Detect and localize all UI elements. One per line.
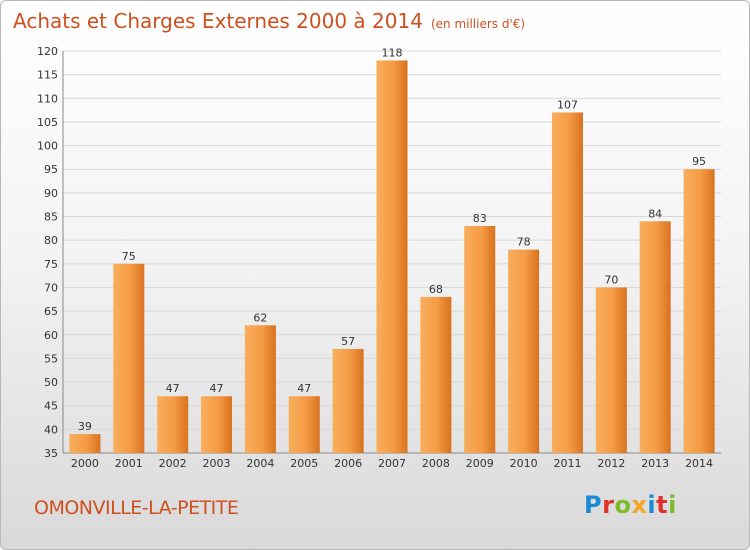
y-tick-label: 115 xyxy=(37,69,58,82)
data-label-2007: 118 xyxy=(382,46,403,59)
bar-2013 xyxy=(639,221,671,453)
data-label-2005: 47 xyxy=(297,382,311,395)
x-tick-label: 2000 xyxy=(71,457,99,470)
y-tick-label: 55 xyxy=(44,352,58,365)
data-label-2008: 68 xyxy=(429,283,443,296)
y-tick-label: 90 xyxy=(44,187,58,200)
logo-letter: i xyxy=(647,491,657,519)
logo-letter: P xyxy=(584,491,603,519)
data-label-2002: 47 xyxy=(166,382,180,395)
x-tick-label: 2009 xyxy=(466,457,494,470)
y-tick-label: 80 xyxy=(44,234,58,247)
chart-title: Achats et Charges Externes 2000 à 2014 (e… xyxy=(13,9,525,33)
logo-letter: o xyxy=(614,491,632,519)
bar-2000 xyxy=(69,434,101,453)
proxiti-logo[interactable]: Proxiti xyxy=(584,491,677,519)
x-tick-label: 2006 xyxy=(334,457,362,470)
data-label-2011: 107 xyxy=(557,98,578,111)
y-tick-label: 35 xyxy=(44,447,58,460)
y-tick-label: 85 xyxy=(44,211,58,224)
bar-2014 xyxy=(683,169,715,453)
bar-2005 xyxy=(288,396,320,453)
data-label-2000: 39 xyxy=(78,420,92,433)
x-tick-label: 2012 xyxy=(597,457,625,470)
y-tick-label: 70 xyxy=(44,281,58,294)
bar-2012 xyxy=(595,287,627,453)
y-tick-label: 120 xyxy=(37,45,58,58)
y-tick-label: 60 xyxy=(44,329,58,342)
y-tick-label: 65 xyxy=(44,305,58,318)
data-label-2010: 78 xyxy=(517,236,531,249)
logo-letter: t xyxy=(656,491,669,519)
y-tick-label: 110 xyxy=(37,92,58,105)
x-tick-label: 2011 xyxy=(553,457,581,470)
bar-2006 xyxy=(332,348,364,453)
bar-2008 xyxy=(420,296,452,453)
x-tick-label: 2008 xyxy=(422,457,450,470)
data-label-2001: 75 xyxy=(122,250,136,263)
y-tick-label: 40 xyxy=(44,423,58,436)
data-label-2006: 57 xyxy=(341,335,355,348)
x-tick-label: 2002 xyxy=(159,457,187,470)
chart-unit: (en milliers d'€) xyxy=(430,17,526,31)
y-tick-label: 100 xyxy=(37,140,58,153)
y-tick-label: 45 xyxy=(44,400,58,413)
logo-letter: x xyxy=(631,491,648,519)
data-label-2004: 62 xyxy=(253,311,267,324)
bar-2003 xyxy=(201,396,233,453)
data-label-2012: 70 xyxy=(604,273,618,286)
data-label-2013: 84 xyxy=(648,207,662,220)
y-tick-label: 75 xyxy=(44,258,58,271)
x-tick-label: 2004 xyxy=(246,457,274,470)
x-tick-label: 2007 xyxy=(378,457,406,470)
x-tick-label: 2013 xyxy=(641,457,669,470)
x-axis: 2000 2001 2002 2003 2004 2005 2006 2007 2008 2009… xyxy=(71,457,713,470)
bars: 39 75 47 47 62 47 57 118 68 83 78 107 70 84 95 xyxy=(69,46,715,453)
x-tick-label: 2003 xyxy=(203,457,231,470)
logo-letter: r xyxy=(602,491,615,519)
bar-2009 xyxy=(464,225,496,453)
logo-letter: i xyxy=(668,491,677,519)
bar-2001 xyxy=(113,263,145,453)
bar-2002 xyxy=(157,396,189,453)
data-label-2003: 47 xyxy=(210,382,224,395)
x-tick-label: 2010 xyxy=(510,457,538,470)
y-axis: 35 40 45 50 55 60 65 70 75 80 85 90 95 100 105 110 115 12… xyxy=(37,45,721,460)
x-tick-label: 2005 xyxy=(290,457,318,470)
chart-title-text: Achats et Charges Externes 2000 à 2014 xyxy=(13,9,423,33)
data-label-2014: 95 xyxy=(692,155,706,168)
y-tick-label: 50 xyxy=(44,376,58,389)
y-tick-label: 95 xyxy=(44,163,58,176)
x-tick-label: 2014 xyxy=(685,457,713,470)
data-label-2009: 83 xyxy=(473,212,487,225)
x-tick-label: 2001 xyxy=(115,457,143,470)
bar-2007 xyxy=(376,60,408,453)
commune-name: OMONVILLE-LA-PETITE xyxy=(34,497,239,519)
bar-2011 xyxy=(551,112,583,453)
y-tick-label: 105 xyxy=(37,116,58,129)
bar-2010 xyxy=(508,249,540,453)
bar-2004 xyxy=(244,325,276,453)
